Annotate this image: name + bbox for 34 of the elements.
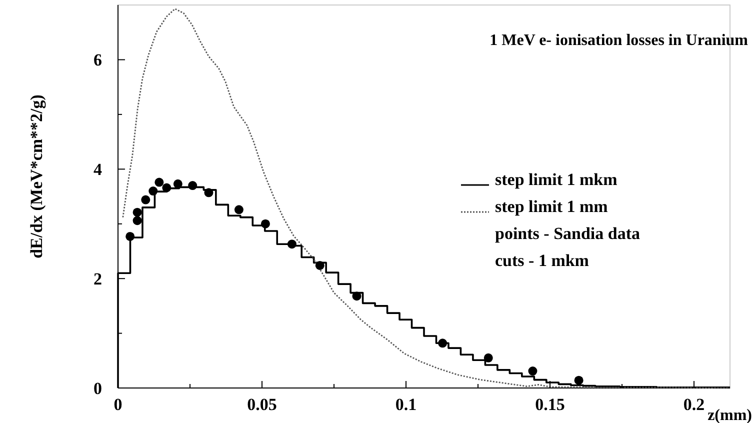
point bbox=[188, 181, 198, 190]
point bbox=[141, 195, 150, 204]
point bbox=[204, 188, 214, 198]
point bbox=[132, 216, 142, 226]
annotation: cuts - 1 mkm bbox=[495, 251, 589, 270]
point bbox=[287, 240, 296, 249]
legend-label: step limit 1 mm bbox=[495, 197, 608, 216]
legend-label: step limit 1 mkm bbox=[495, 170, 618, 189]
y-tick-label: 2 bbox=[94, 270, 102, 289]
annotation: points - Sandia data bbox=[495, 224, 641, 243]
point bbox=[234, 205, 244, 214]
point bbox=[352, 292, 362, 301]
point bbox=[484, 353, 493, 362]
point bbox=[438, 338, 448, 348]
point bbox=[528, 366, 538, 376]
x-tick-label: 0 bbox=[114, 395, 122, 414]
text: 1 MeV e- ionisation losses in Uranium bbox=[490, 32, 749, 49]
point bbox=[162, 183, 172, 192]
point bbox=[574, 376, 584, 385]
point bbox=[173, 179, 182, 188]
x-tick-label: 0.1 bbox=[395, 395, 417, 414]
y-axis-title: dE/dx (MeV*cm**2/g) bbox=[27, 94, 46, 258]
point bbox=[126, 232, 135, 241]
x-tick-label: 0.15 bbox=[535, 395, 565, 414]
y-tick-label: 6 bbox=[94, 50, 102, 70]
point bbox=[315, 260, 324, 270]
y-tick-label: 0 bbox=[94, 379, 102, 398]
point bbox=[132, 208, 142, 217]
point bbox=[154, 178, 164, 187]
point bbox=[260, 219, 270, 228]
y-tick-label: 4 bbox=[94, 160, 102, 180]
x-tick-label: 0.05 bbox=[247, 395, 277, 414]
point bbox=[148, 186, 158, 196]
x-tick-label: 0.2 bbox=[683, 395, 705, 414]
